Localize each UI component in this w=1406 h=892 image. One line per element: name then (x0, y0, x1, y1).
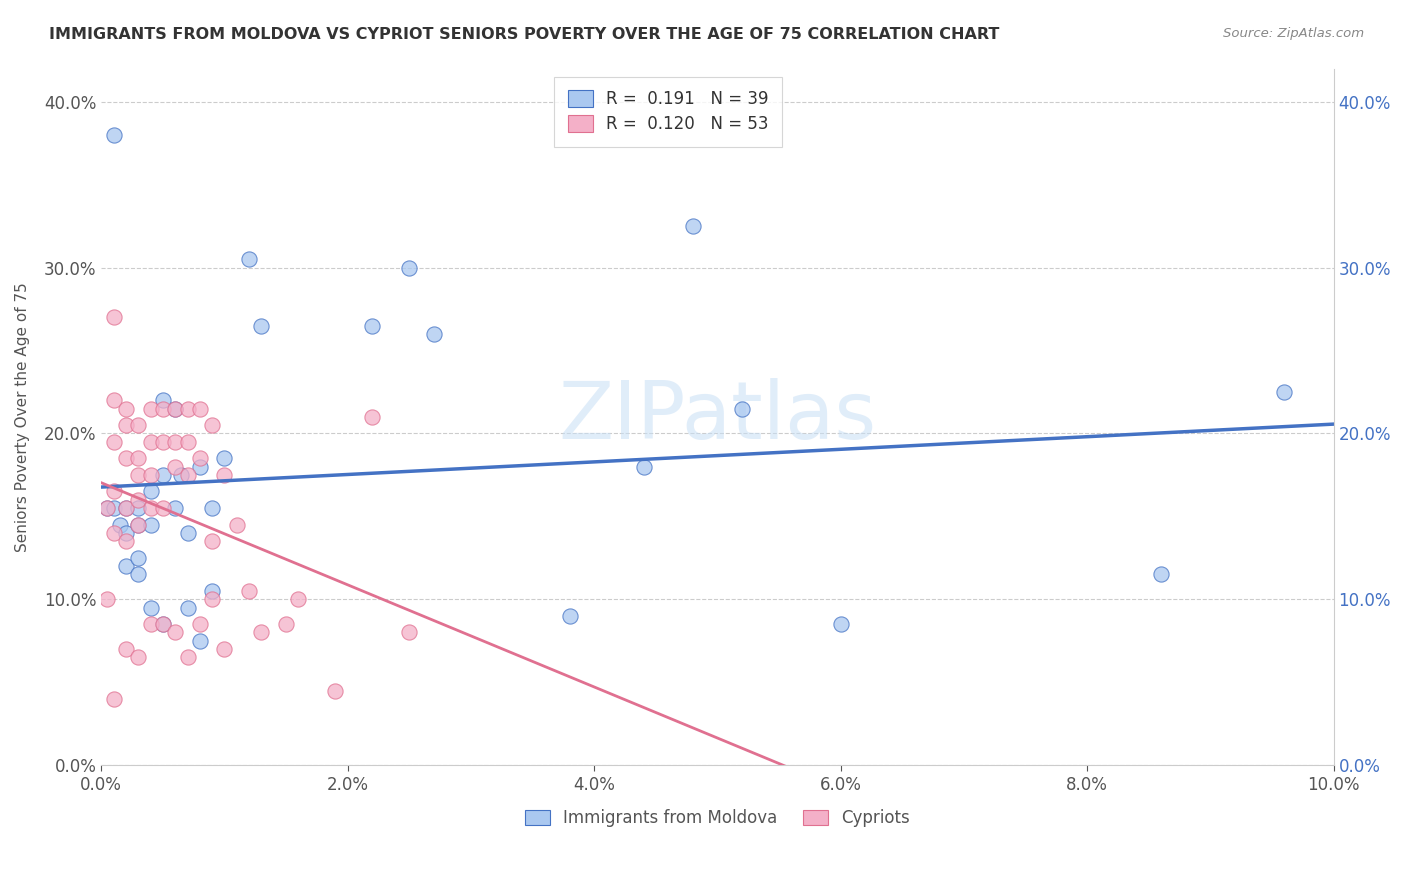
Point (115, 501, 138, 516)
Point (165, 401, 187, 416)
Point (127, 492, 149, 507)
Point (170, 467, 193, 482)
Point (139, 517, 162, 532)
Point (127, 550, 149, 565)
Point (176, 600, 198, 615)
Point (115, 418, 138, 433)
Point (103, 501, 125, 516)
Point (361, 409, 384, 424)
Point (152, 393, 174, 408)
Point (274, 617, 297, 632)
Text: IMMIGRANTS FROM MOLDOVA VS CYPRIOT SENIORS POVERTY OVER THE AGE OF 75 CORRELATIO: IMMIGRANTS FROM MOLDOVA VS CYPRIOT SENIO… (49, 27, 1000, 42)
Point (152, 617, 174, 632)
Point (115, 401, 138, 416)
Point (115, 451, 138, 466)
Point (103, 691, 125, 706)
Point (201, 534, 224, 549)
Point (165, 401, 187, 416)
Point (96, 501, 118, 516)
Point (127, 517, 149, 532)
Point (103, 393, 125, 408)
Point (127, 567, 149, 582)
Point (201, 584, 224, 599)
Point (250, 318, 273, 333)
Text: ZIPatlas: ZIPatlas (558, 378, 876, 456)
Point (152, 434, 174, 449)
Point (398, 625, 420, 640)
Point (325, 683, 347, 698)
Legend: Immigrants from Moldova, Cypriots: Immigrants from Moldova, Cypriots (519, 802, 917, 833)
Point (152, 501, 174, 516)
Point (1150, 567, 1173, 582)
Point (682, 219, 704, 233)
Point (139, 401, 162, 416)
Point (165, 434, 187, 449)
Point (558, 608, 581, 623)
Point (188, 459, 211, 474)
Point (214, 451, 236, 466)
Point (103, 434, 125, 449)
Point (103, 128, 125, 142)
Point (139, 484, 162, 499)
Point (423, 326, 446, 341)
Point (127, 451, 149, 466)
Point (152, 617, 174, 632)
Point (127, 501, 149, 516)
Point (127, 650, 149, 665)
Point (214, 467, 236, 482)
Point (165, 459, 187, 474)
Point (115, 534, 138, 549)
Point (152, 401, 174, 416)
Point (103, 484, 125, 499)
Point (238, 584, 260, 599)
Point (115, 642, 138, 657)
Point (127, 467, 149, 482)
Point (165, 625, 187, 640)
Text: Source: ZipAtlas.com: Source: ZipAtlas.com (1223, 27, 1364, 40)
Point (201, 418, 224, 433)
Point (115, 559, 138, 574)
Point (201, 501, 224, 516)
Y-axis label: Seniors Poverty Over the Age of 75: Seniors Poverty Over the Age of 75 (15, 282, 30, 552)
Point (139, 617, 162, 632)
Point (103, 310, 125, 325)
Point (201, 592, 224, 607)
Point (250, 625, 273, 640)
Point (139, 501, 162, 516)
Point (115, 525, 138, 540)
Point (115, 501, 138, 516)
Point (176, 525, 198, 540)
Point (139, 434, 162, 449)
Point (188, 617, 211, 632)
Point (108, 517, 131, 532)
Point (127, 418, 149, 433)
Point (139, 600, 162, 615)
Point (176, 434, 198, 449)
Point (398, 260, 420, 275)
Point (176, 650, 198, 665)
Point (1272, 384, 1295, 399)
Point (176, 467, 198, 482)
Point (188, 451, 211, 466)
Point (731, 401, 754, 416)
Point (127, 517, 149, 532)
Point (633, 459, 655, 474)
Point (152, 467, 174, 482)
Point (225, 517, 247, 532)
Point (176, 401, 198, 416)
Point (96, 592, 118, 607)
Point (214, 642, 236, 657)
Point (165, 501, 187, 516)
Point (188, 633, 211, 648)
Point (139, 467, 162, 482)
Point (830, 617, 852, 632)
Point (103, 525, 125, 540)
Point (238, 252, 260, 267)
Point (188, 401, 211, 416)
Point (287, 592, 309, 607)
Point (96, 501, 118, 516)
Point (361, 318, 384, 333)
